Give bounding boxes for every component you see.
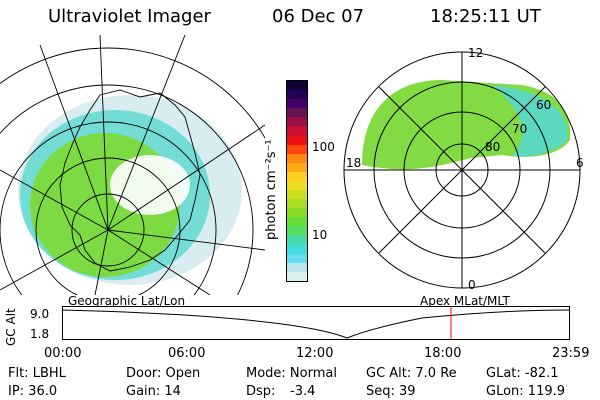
timeline-left-title: Geographic Lat/Lon <box>68 294 186 308</box>
colorbar-segment <box>287 244 307 254</box>
altitude-timeline <box>62 306 571 340</box>
mlt-label-6: 6 <box>576 156 584 170</box>
time-label: 18:25:11 UT <box>430 6 541 27</box>
colorbar-segment <box>287 190 307 200</box>
colorbar-tick-100: 100 <box>312 140 335 154</box>
lat-label-70: 70 <box>512 122 527 136</box>
colorbar-segment <box>287 235 307 245</box>
colorbar-segment <box>287 90 307 100</box>
continent-outline <box>59 89 201 272</box>
mode-info: Mode: Normal <box>246 366 337 381</box>
mlt-label-0: 0 <box>468 278 476 290</box>
door-info: Door: Open <box>126 366 201 381</box>
colorbar-segment <box>287 144 307 154</box>
timeline-xtick-0000: 00:00 <box>44 346 82 361</box>
colorbar-segment <box>287 208 307 218</box>
colorbar <box>286 80 308 282</box>
colorbar-segment <box>287 80 307 91</box>
seq-info: Seq: 39 <box>366 384 416 399</box>
mlt-label-12: 12 <box>468 46 483 60</box>
polar-mlat-mlt-plot: 12 18 6 0 60 70 80 <box>343 46 584 290</box>
colorbar-segment <box>287 108 307 118</box>
dsp-label: Dsp: <box>246 384 276 399</box>
timeline-xtick-0600: 06:00 <box>168 346 206 361</box>
colorbar-segment <box>287 180 307 191</box>
glat-info: GLat: -82.1 <box>486 366 559 381</box>
lat-label-60: 60 <box>536 98 551 112</box>
colorbar-segment <box>287 153 307 163</box>
timeline-ytick-9: 9.0 <box>30 307 50 321</box>
glon-info: GLon: 119.9 <box>486 384 566 399</box>
timeline-xtick-1800: 18:00 <box>424 346 462 361</box>
colorbar-segment <box>287 99 307 109</box>
colorbar-segment <box>287 253 307 263</box>
lat-label-80: 80 <box>485 140 500 154</box>
colorbar-segment <box>287 262 307 272</box>
colorbar-segment <box>287 162 307 172</box>
colorbar-segment <box>287 171 307 181</box>
date-label: 06 Dec 07 <box>272 6 365 27</box>
gain-info: Gain: 14 <box>126 384 181 399</box>
timeline-y-axis-label: GC Alt <box>4 308 18 346</box>
timeline-right-title: Apex MLat/MLT <box>420 294 510 308</box>
colorbar-tick-10: 10 <box>312 228 328 242</box>
geographic-map <box>0 35 265 295</box>
timeline-xtick-1200: 12:00 <box>296 346 334 361</box>
colorbar-segment <box>287 217 307 227</box>
colorbar-units-label: photon cm⁻²s⁻¹ <box>264 139 279 240</box>
colorbar-segment <box>287 126 307 136</box>
colorbar-segment <box>287 271 307 281</box>
instrument-title: Ultraviolet Imager <box>48 6 211 27</box>
colorbar-segment <box>287 117 307 127</box>
gc-alt-info: GC Alt: 7.0 Re <box>366 366 457 381</box>
timeline-xtick-2359: 23:59 <box>552 346 590 361</box>
mlt-label-18: 18 <box>346 156 361 170</box>
colorbar-segment <box>287 135 307 145</box>
ip-info: IP: 36.0 <box>8 384 58 399</box>
altitude-curve <box>62 309 571 339</box>
colorbar-segment <box>287 199 307 209</box>
dsp-value: -3.4 <box>290 384 316 399</box>
timeline-ytick-1-8: 1.8 <box>30 327 50 341</box>
colorbar-segment <box>287 226 307 236</box>
filter-info: Flt: LBHL <box>8 366 66 381</box>
